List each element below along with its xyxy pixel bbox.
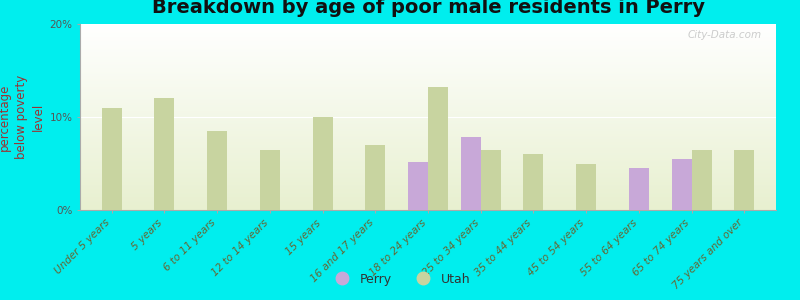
- Bar: [207, 131, 227, 210]
- Bar: [260, 150, 280, 210]
- Bar: [576, 164, 596, 210]
- Bar: [313, 117, 333, 210]
- Bar: [366, 145, 386, 210]
- Bar: [481, 150, 501, 210]
- Bar: [154, 98, 174, 210]
- Bar: [408, 162, 428, 210]
- Bar: [692, 150, 712, 210]
- Bar: [102, 108, 122, 210]
- Y-axis label: percentage
below poverty
level: percentage below poverty level: [0, 75, 45, 159]
- Bar: [734, 150, 754, 210]
- Bar: [428, 87, 448, 210]
- Bar: [461, 137, 481, 210]
- Legend: Perry, Utah: Perry, Utah: [325, 268, 475, 291]
- Bar: [629, 168, 649, 210]
- Bar: [672, 159, 692, 210]
- Text: City-Data.com: City-Data.com: [688, 30, 762, 40]
- Title: Breakdown by age of poor male residents in Perry: Breakdown by age of poor male residents …: [151, 0, 705, 17]
- Bar: [523, 154, 543, 210]
